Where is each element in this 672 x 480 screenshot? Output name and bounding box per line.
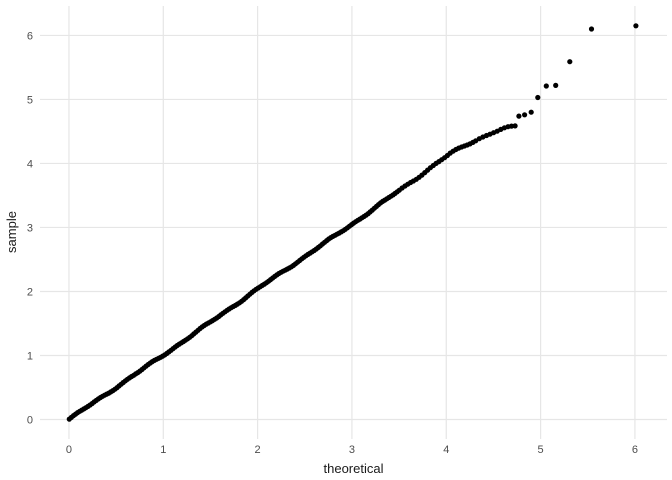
x-tick-label: 3 — [349, 444, 355, 456]
y-tick-label: 1 — [27, 350, 33, 362]
x-tick-label: 6 — [632, 444, 638, 456]
data-point — [588, 26, 595, 32]
y-tick-label: 0 — [27, 414, 33, 426]
data-point — [633, 23, 639, 29]
y-tick-label: 2 — [27, 286, 33, 298]
y-axis-title: sample — [3, 211, 19, 253]
y-tick-label: 5 — [27, 94, 33, 106]
x-tick-label: 4 — [443, 444, 449, 456]
x-tick-label: 1 — [160, 444, 166, 456]
x-axis-title: theoretical — [323, 461, 384, 476]
y-tick-label: 4 — [27, 158, 33, 170]
data-point — [516, 113, 522, 119]
data-point — [512, 123, 518, 129]
y-tick-label: 3 — [27, 222, 33, 234]
data-point — [528, 109, 534, 115]
data-point — [567, 59, 573, 65]
x-tick-label: 0 — [66, 444, 72, 456]
data-point — [553, 82, 559, 88]
data-point — [522, 112, 528, 118]
x-tick-label: 5 — [538, 444, 544, 456]
y-tick-label: 6 — [27, 30, 33, 42]
x-tick-label: 2 — [255, 444, 261, 456]
data-point — [543, 83, 549, 89]
data-point — [535, 94, 541, 101]
